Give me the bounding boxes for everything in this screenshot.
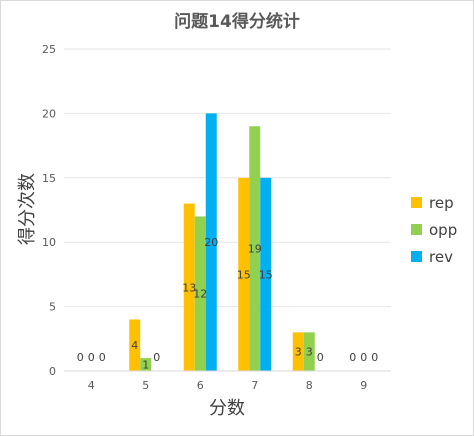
legend-label-rev: rev <box>429 248 453 266</box>
y-tick-label: 20 <box>42 107 56 120</box>
y-tick-label: 15 <box>42 172 56 185</box>
bar-opp <box>249 126 261 371</box>
data-label: 0 <box>360 351 367 364</box>
legend-label-opp: opp <box>429 221 457 239</box>
legend-swatch-rep <box>411 197 422 208</box>
y-tick-label: 0 <box>49 365 56 378</box>
bar-rev <box>260 177 272 371</box>
data-label: 0 <box>317 351 324 364</box>
y-tick-label: 5 <box>49 301 56 314</box>
bar-opp <box>140 358 152 371</box>
x-tick-label: 5 <box>142 379 149 392</box>
legend-swatch-rev <box>411 251 422 262</box>
x-axis-ticks: 4 5 6 7 8 9 <box>88 379 368 392</box>
bar-opp <box>194 216 206 371</box>
y-tick-label: 10 <box>42 236 56 249</box>
x-axis-title: 分数 <box>209 398 245 419</box>
data-label: 19 <box>248 243 262 256</box>
data-label: 0 <box>99 351 106 364</box>
x-tick-label: 7 <box>251 379 258 392</box>
x-tick-label: 9 <box>360 379 367 392</box>
data-label: 3 <box>295 346 302 359</box>
legend: rep opp rev <box>411 194 457 266</box>
legend-swatch-opp <box>411 224 422 235</box>
legend-label-rep: rep <box>429 194 454 212</box>
data-label: 0 <box>371 351 378 364</box>
data-label: 0 <box>349 351 356 364</box>
bar-rev <box>205 113 217 372</box>
y-axis-ticks: 0 5 10 15 20 25 <box>42 43 56 378</box>
bar-opp <box>303 332 315 371</box>
data-label: 15 <box>237 268 251 281</box>
bar-rep <box>238 177 250 371</box>
data-label: 0 <box>88 351 95 364</box>
data-label: 0 <box>77 351 84 364</box>
data-label: 4 <box>131 339 138 352</box>
y-tick-label: 25 <box>42 43 56 56</box>
bars <box>129 113 315 372</box>
data-label: 1 <box>142 359 149 372</box>
data-label: 20 <box>204 236 218 249</box>
data-label: 13 <box>182 281 196 294</box>
data-label: 15 <box>259 268 273 281</box>
x-tick-label: 4 <box>88 379 95 392</box>
x-tick-label: 6 <box>197 379 204 392</box>
bar-rep <box>129 319 141 371</box>
bar-rep <box>183 203 195 371</box>
gridlines <box>64 48 391 308</box>
chart-title: 问题14得分统计 <box>174 11 300 32</box>
x-tick-label: 8 <box>306 379 313 392</box>
data-label: 3 <box>306 346 313 359</box>
data-label: 0 <box>153 351 160 364</box>
y-axis-title: 得分次数 <box>17 173 38 245</box>
bar-rep <box>292 332 304 371</box>
data-label: 12 <box>193 288 207 301</box>
